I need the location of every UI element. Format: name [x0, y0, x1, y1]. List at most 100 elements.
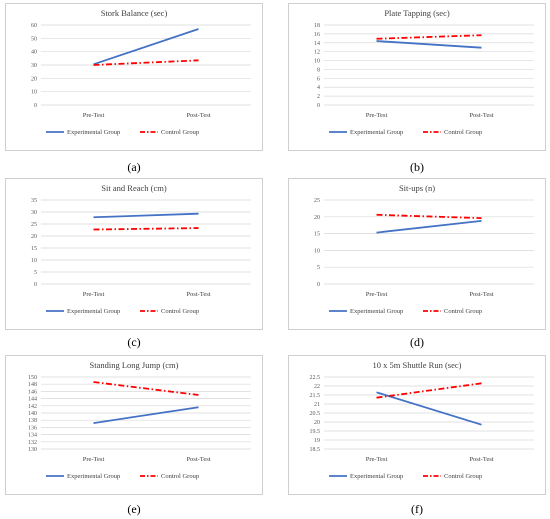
chart-frame	[5, 355, 263, 495]
x-category-label: Pre-Test	[83, 456, 105, 463]
chart-d: Sit-ups (n) 0 5 10 15 20 25 Pre-Test Post-Test Ex…	[314, 183, 534, 315]
x-category-label: Pre-Test	[366, 291, 388, 298]
y-tick-label: 136	[28, 425, 37, 431]
y-tick-label: 144	[28, 397, 37, 403]
chart-panel-f: 10 x 5m Shuttle Run (sec) 18.5 19 19.5 20 20.…	[288, 355, 546, 519]
caption-d: (d)	[410, 335, 424, 349]
y-tick-label: 25	[314, 198, 320, 204]
y-tick-label: 130	[28, 447, 37, 453]
y-tick-label: 18.5	[310, 447, 321, 453]
series-line-experimental	[376, 219, 482, 234]
chart-panel-a: Stork Balance (sec) 0 10 20 30 40 50 60 Pre-Test…	[5, 3, 263, 179]
y-tick-label: 30	[31, 210, 37, 216]
y-tick-label: 142	[28, 404, 37, 410]
y-tick-label: 4	[317, 85, 320, 91]
legend-label-control: Control Group	[444, 129, 482, 136]
chart-panel-c: Sit and Reach (cm) 0 5 10 15 20 25 30 35 Pre-Test…	[5, 178, 263, 354]
legend-label-control: Control Group	[161, 473, 199, 480]
chart-title: Stork Balance (sec)	[101, 8, 168, 18]
chart-frame	[288, 355, 546, 495]
chart-panel-d: Sit-ups (n) 0 5 10 15 20 25 Pre-Test Post-Test Ex…	[288, 178, 546, 354]
y-tick-label: 20	[31, 76, 37, 82]
chart-f: 10 x 5m Shuttle Run (sec) 18.5 19 19.5 20 20.…	[310, 360, 534, 480]
y-tick-label: 2	[317, 94, 320, 100]
series-line-control	[376, 382, 482, 399]
caption-e: (e)	[127, 502, 141, 516]
y-tick-label: 134	[28, 433, 37, 439]
y-tick-label: 18	[314, 23, 320, 29]
y-tick-label: 19.5	[310, 429, 321, 435]
y-tick-label: 146	[28, 389, 37, 395]
legend-label-control: Control Group	[161, 308, 199, 315]
series-line-experimental	[93, 406, 199, 424]
y-tick-label: 21	[314, 402, 320, 408]
chart-frame	[288, 178, 546, 330]
chart-c: Sit and Reach (cm) 0 5 10 15 20 25 30 35 Pre-Test…	[31, 183, 251, 315]
y-tick-label: 25	[31, 222, 37, 228]
y-tick-label: 0	[317, 103, 320, 109]
y-tick-label: 20	[314, 215, 320, 221]
x-category-label: Post-Test	[186, 112, 210, 119]
y-tick-label: 35	[31, 198, 37, 204]
y-tick-label: 5	[317, 265, 320, 271]
x-category-label: Pre-Test	[83, 112, 105, 119]
x-category-label: Post-Test	[186, 291, 210, 298]
caption-f: (f)	[411, 502, 423, 516]
y-tick-label: 20	[314, 420, 320, 426]
legend-label-experimental: Experimental Group	[350, 308, 403, 315]
series-line-experimental	[93, 212, 199, 219]
caption-a: (a)	[127, 160, 141, 174]
legend-label-control: Control Group	[444, 308, 482, 315]
series-line-control	[93, 227, 199, 231]
x-category-label: Pre-Test	[366, 456, 388, 463]
series-line-experimental	[376, 40, 482, 49]
y-tick-label: 60	[31, 23, 37, 29]
x-category-label: Post-Test	[469, 112, 493, 119]
y-tick-label: 16	[314, 32, 320, 38]
y-tick-label: 19	[314, 438, 320, 444]
y-tick-label: 20.5	[310, 411, 321, 417]
y-tick-label: 20	[31, 234, 37, 240]
caption-c: (c)	[127, 335, 141, 349]
chart-frame	[5, 3, 263, 151]
series-line-control	[93, 381, 199, 396]
series-line-control	[376, 213, 482, 220]
y-tick-label: 30	[31, 63, 37, 69]
chart-title: Plate Tapping (sec)	[384, 8, 450, 18]
chart-panel-e: Standing Long Jump (cm) 130 132 134 136 138 14…	[5, 355, 263, 519]
y-tick-label: 138	[28, 418, 37, 424]
legend-label-experimental: Experimental Group	[350, 129, 403, 136]
y-tick-label: 10	[314, 248, 320, 254]
x-category-label: Post-Test	[469, 456, 493, 463]
y-tick-label: 8	[317, 67, 320, 73]
y-tick-label: 0	[34, 282, 37, 288]
x-category-label: Post-Test	[469, 291, 493, 298]
y-tick-label: 10	[314, 59, 320, 65]
legend-label-control: Control Group	[161, 129, 199, 136]
chart-title: Sit and Reach (cm)	[101, 183, 167, 193]
legend-label-experimental: Experimental Group	[67, 308, 120, 315]
chart-frame	[5, 178, 263, 330]
chart-title: Standing Long Jump (cm)	[89, 360, 178, 370]
series-line-control	[376, 34, 482, 40]
chart-title: Sit-ups (n)	[399, 183, 435, 193]
chart-b: Plate Tapping (sec) 0 2 4 6 8 10 12 14 16 18 Pre-Te…	[314, 8, 534, 136]
chart-a: Stork Balance (sec) 0 10 20 30 40 50 60 Pre-Test…	[31, 8, 251, 136]
y-tick-label: 132	[28, 440, 37, 446]
legend-label-experimental: Experimental Group	[67, 473, 120, 480]
y-tick-label: 12	[314, 50, 320, 56]
legend-label-experimental: Experimental Group	[350, 473, 403, 480]
y-tick-label: 0	[34, 103, 37, 109]
y-tick-label: 10	[31, 90, 37, 96]
series-line-experimental	[93, 28, 199, 66]
series-line-control	[93, 59, 199, 66]
y-tick-label: 150	[28, 375, 37, 381]
y-tick-label: 10	[31, 258, 37, 264]
y-tick-label: 14	[314, 41, 320, 47]
y-tick-label: 40	[31, 50, 37, 56]
x-category-label: Pre-Test	[83, 291, 105, 298]
legend-label-experimental: Experimental Group	[67, 129, 120, 136]
legend-label-control: Control Group	[444, 473, 482, 480]
y-tick-label: 6	[317, 76, 320, 82]
